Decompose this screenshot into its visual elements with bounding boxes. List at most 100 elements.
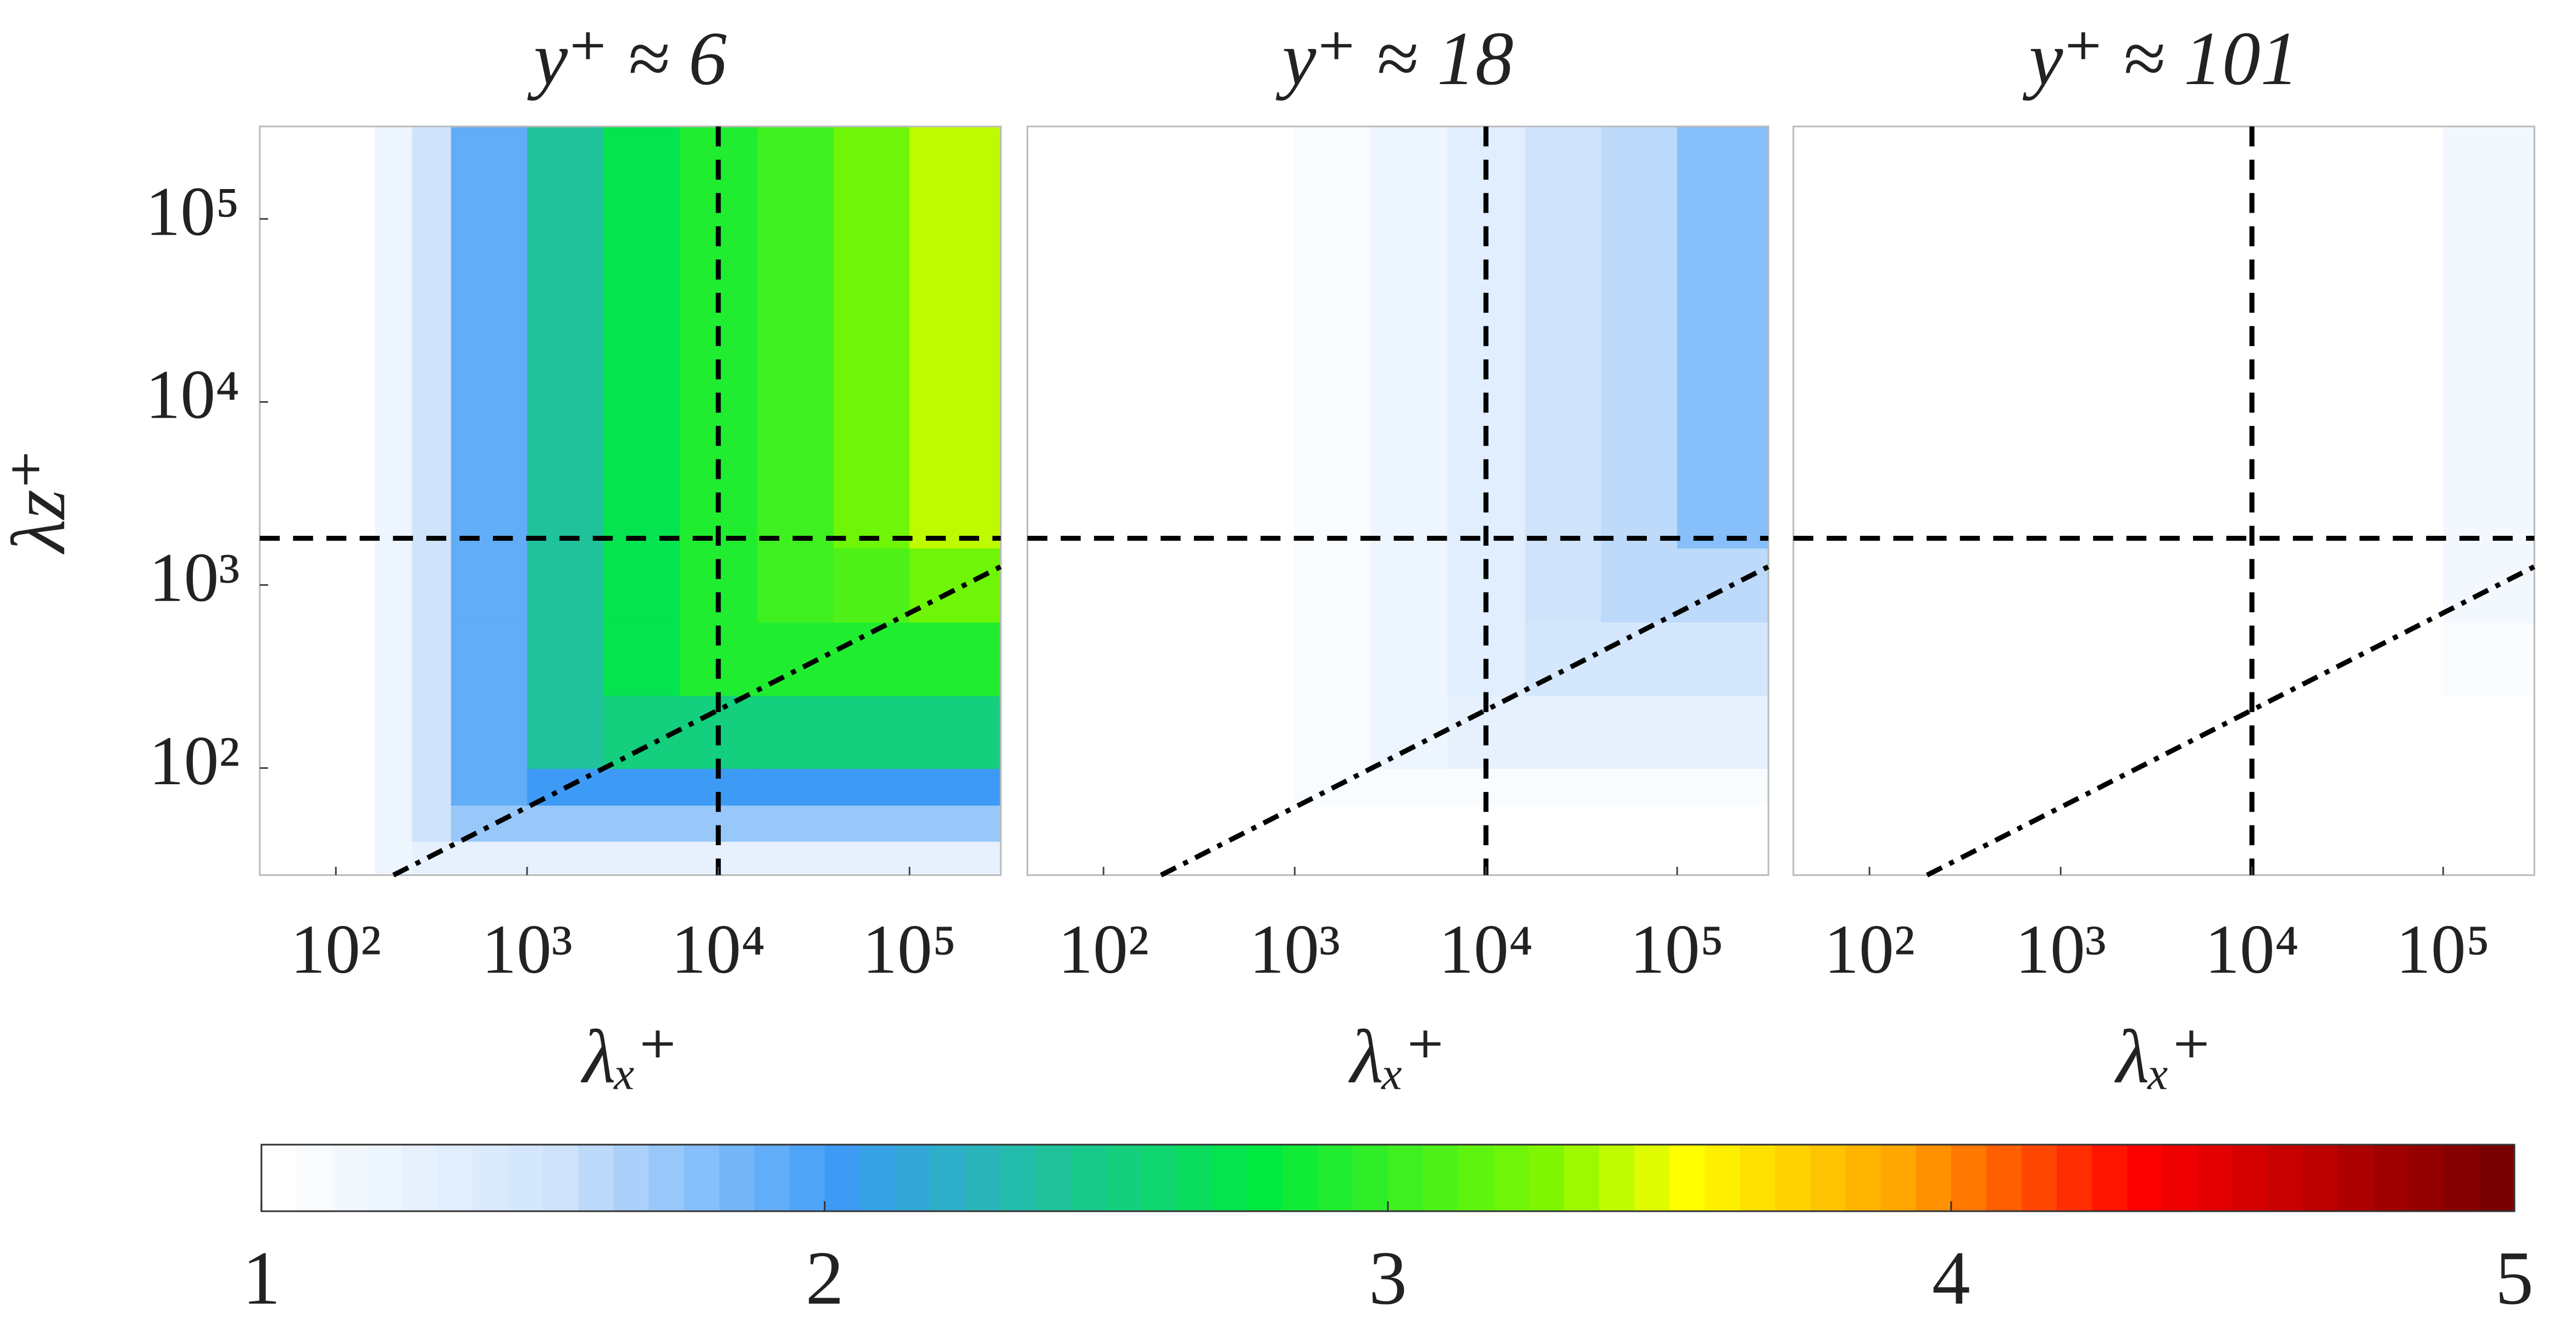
heat-cell — [2443, 547, 2535, 623]
heat-cell — [1179, 126, 1220, 549]
heat-cell — [375, 805, 413, 842]
heat-cell — [833, 768, 911, 806]
colorbar-band — [331, 1144, 368, 1212]
colorbar-band — [437, 1144, 474, 1212]
heat-cell — [1677, 768, 1769, 806]
heat-cell — [909, 622, 1002, 696]
colorbar-band — [719, 1144, 755, 1212]
colorbar-band — [754, 1144, 790, 1212]
heat-cell — [833, 622, 911, 696]
colorbar-band — [1740, 1144, 1776, 1212]
heat-cell — [1908, 768, 1947, 806]
heat-cell — [2291, 805, 2368, 842]
heat-cell — [1218, 695, 1296, 769]
x-tick-label: 10² — [291, 911, 381, 988]
heat-cell — [2061, 805, 2138, 842]
colorbar-band — [543, 1144, 579, 1212]
heat-cell — [757, 841, 835, 876]
heat-cell — [603, 126, 681, 549]
x-tick-label: 10² — [1058, 911, 1149, 988]
heat-cell — [1179, 768, 1220, 806]
heat-cell — [603, 547, 681, 623]
heat-cell — [2061, 841, 2138, 876]
heat-cell — [375, 768, 413, 806]
colorbar-band — [2373, 1144, 2410, 1212]
colorbar-tick-label: 3 — [1369, 1236, 1407, 1321]
heat-cell — [1218, 547, 1296, 623]
heat-cell — [1027, 547, 1143, 623]
heat-cell — [1945, 126, 1986, 549]
heat-cell — [2136, 768, 2214, 806]
panel-title: y⁺ ≈ 18 — [1275, 16, 1513, 101]
colorbar-band — [1458, 1144, 1495, 1212]
colorbar-band — [1352, 1144, 1389, 1212]
heat-cell — [1525, 805, 1602, 842]
heat-cell — [2136, 622, 2214, 696]
heat-cell — [2291, 547, 2368, 623]
heat-cell — [1601, 768, 1678, 806]
colorbar-band — [1317, 1144, 1353, 1212]
heat-cell — [1984, 695, 2062, 769]
heat-cell — [412, 622, 452, 696]
heat-cell — [451, 805, 528, 842]
colorbar-band — [2303, 1144, 2339, 1212]
heat-cell — [259, 547, 376, 623]
heat-cell — [2291, 126, 2368, 549]
heat-cell — [1601, 841, 1678, 876]
heat-cell — [375, 622, 413, 696]
heat-cell — [2443, 841, 2535, 876]
heat-cell — [1945, 547, 1986, 623]
y-axis-label: λz⁺ — [0, 449, 81, 554]
colorbar-tick-label: 2 — [806, 1236, 844, 1321]
heat-cell — [2061, 695, 2138, 769]
heat-cell — [757, 768, 835, 806]
x-tick-label: 10⁴ — [671, 911, 765, 988]
colorbar-band — [261, 1144, 298, 1212]
heat-cell — [2443, 768, 2535, 806]
heat-cell — [1179, 805, 1220, 842]
heat-cell — [2061, 622, 2138, 696]
x-axis-label: λₓ⁺ — [1348, 1015, 1446, 1100]
heat-cell — [375, 126, 413, 549]
heat-cell — [2367, 841, 2444, 876]
heat-cell — [1370, 622, 1448, 696]
heat-cell — [1945, 622, 1986, 696]
x-tick-label: 10⁵ — [2396, 911, 2490, 988]
heat-cell — [259, 841, 376, 876]
heat-cell — [259, 768, 376, 806]
heat-cell — [1295, 622, 1372, 696]
y-tick-label: 10⁴ — [146, 356, 240, 434]
heat-cell — [1027, 841, 1143, 876]
plot-frame — [1792, 125, 2535, 876]
heat-cell — [1601, 695, 1678, 769]
colorbar-band — [1810, 1144, 1846, 1212]
heat-cell — [1295, 547, 1372, 623]
heat-cell — [2367, 805, 2444, 842]
colorbar-band — [1775, 1144, 1811, 1212]
heat-cell — [1793, 768, 1909, 806]
heat-cell — [2291, 768, 2368, 806]
heat-cell — [2061, 126, 2138, 549]
colorbar-band — [965, 1144, 1002, 1212]
panel-title: y⁺ ≈ 101 — [2023, 16, 2299, 101]
heat-cell — [1793, 547, 1909, 623]
heat-cell — [451, 622, 528, 696]
heat-cell — [2136, 695, 2214, 769]
heat-cell — [909, 695, 1002, 769]
heat-cell — [2443, 695, 2535, 769]
heat-cell — [412, 126, 452, 549]
heat-cell — [757, 126, 835, 549]
panel — [259, 125, 1002, 878]
heat-cell — [2367, 622, 2444, 696]
heat-cell — [1295, 805, 1372, 842]
x-axis-label: λₓ⁺ — [2114, 1015, 2212, 1100]
heat-cell — [1677, 547, 1769, 623]
heat-cell — [2367, 126, 2444, 549]
heat-cell — [1793, 841, 1909, 876]
heat-cell — [527, 841, 604, 876]
heat-cell — [603, 768, 681, 806]
heat-cell — [1142, 695, 1181, 769]
heat-cell — [1601, 547, 1678, 623]
heat-cell — [1525, 768, 1602, 806]
heat-cell — [1179, 841, 1220, 876]
